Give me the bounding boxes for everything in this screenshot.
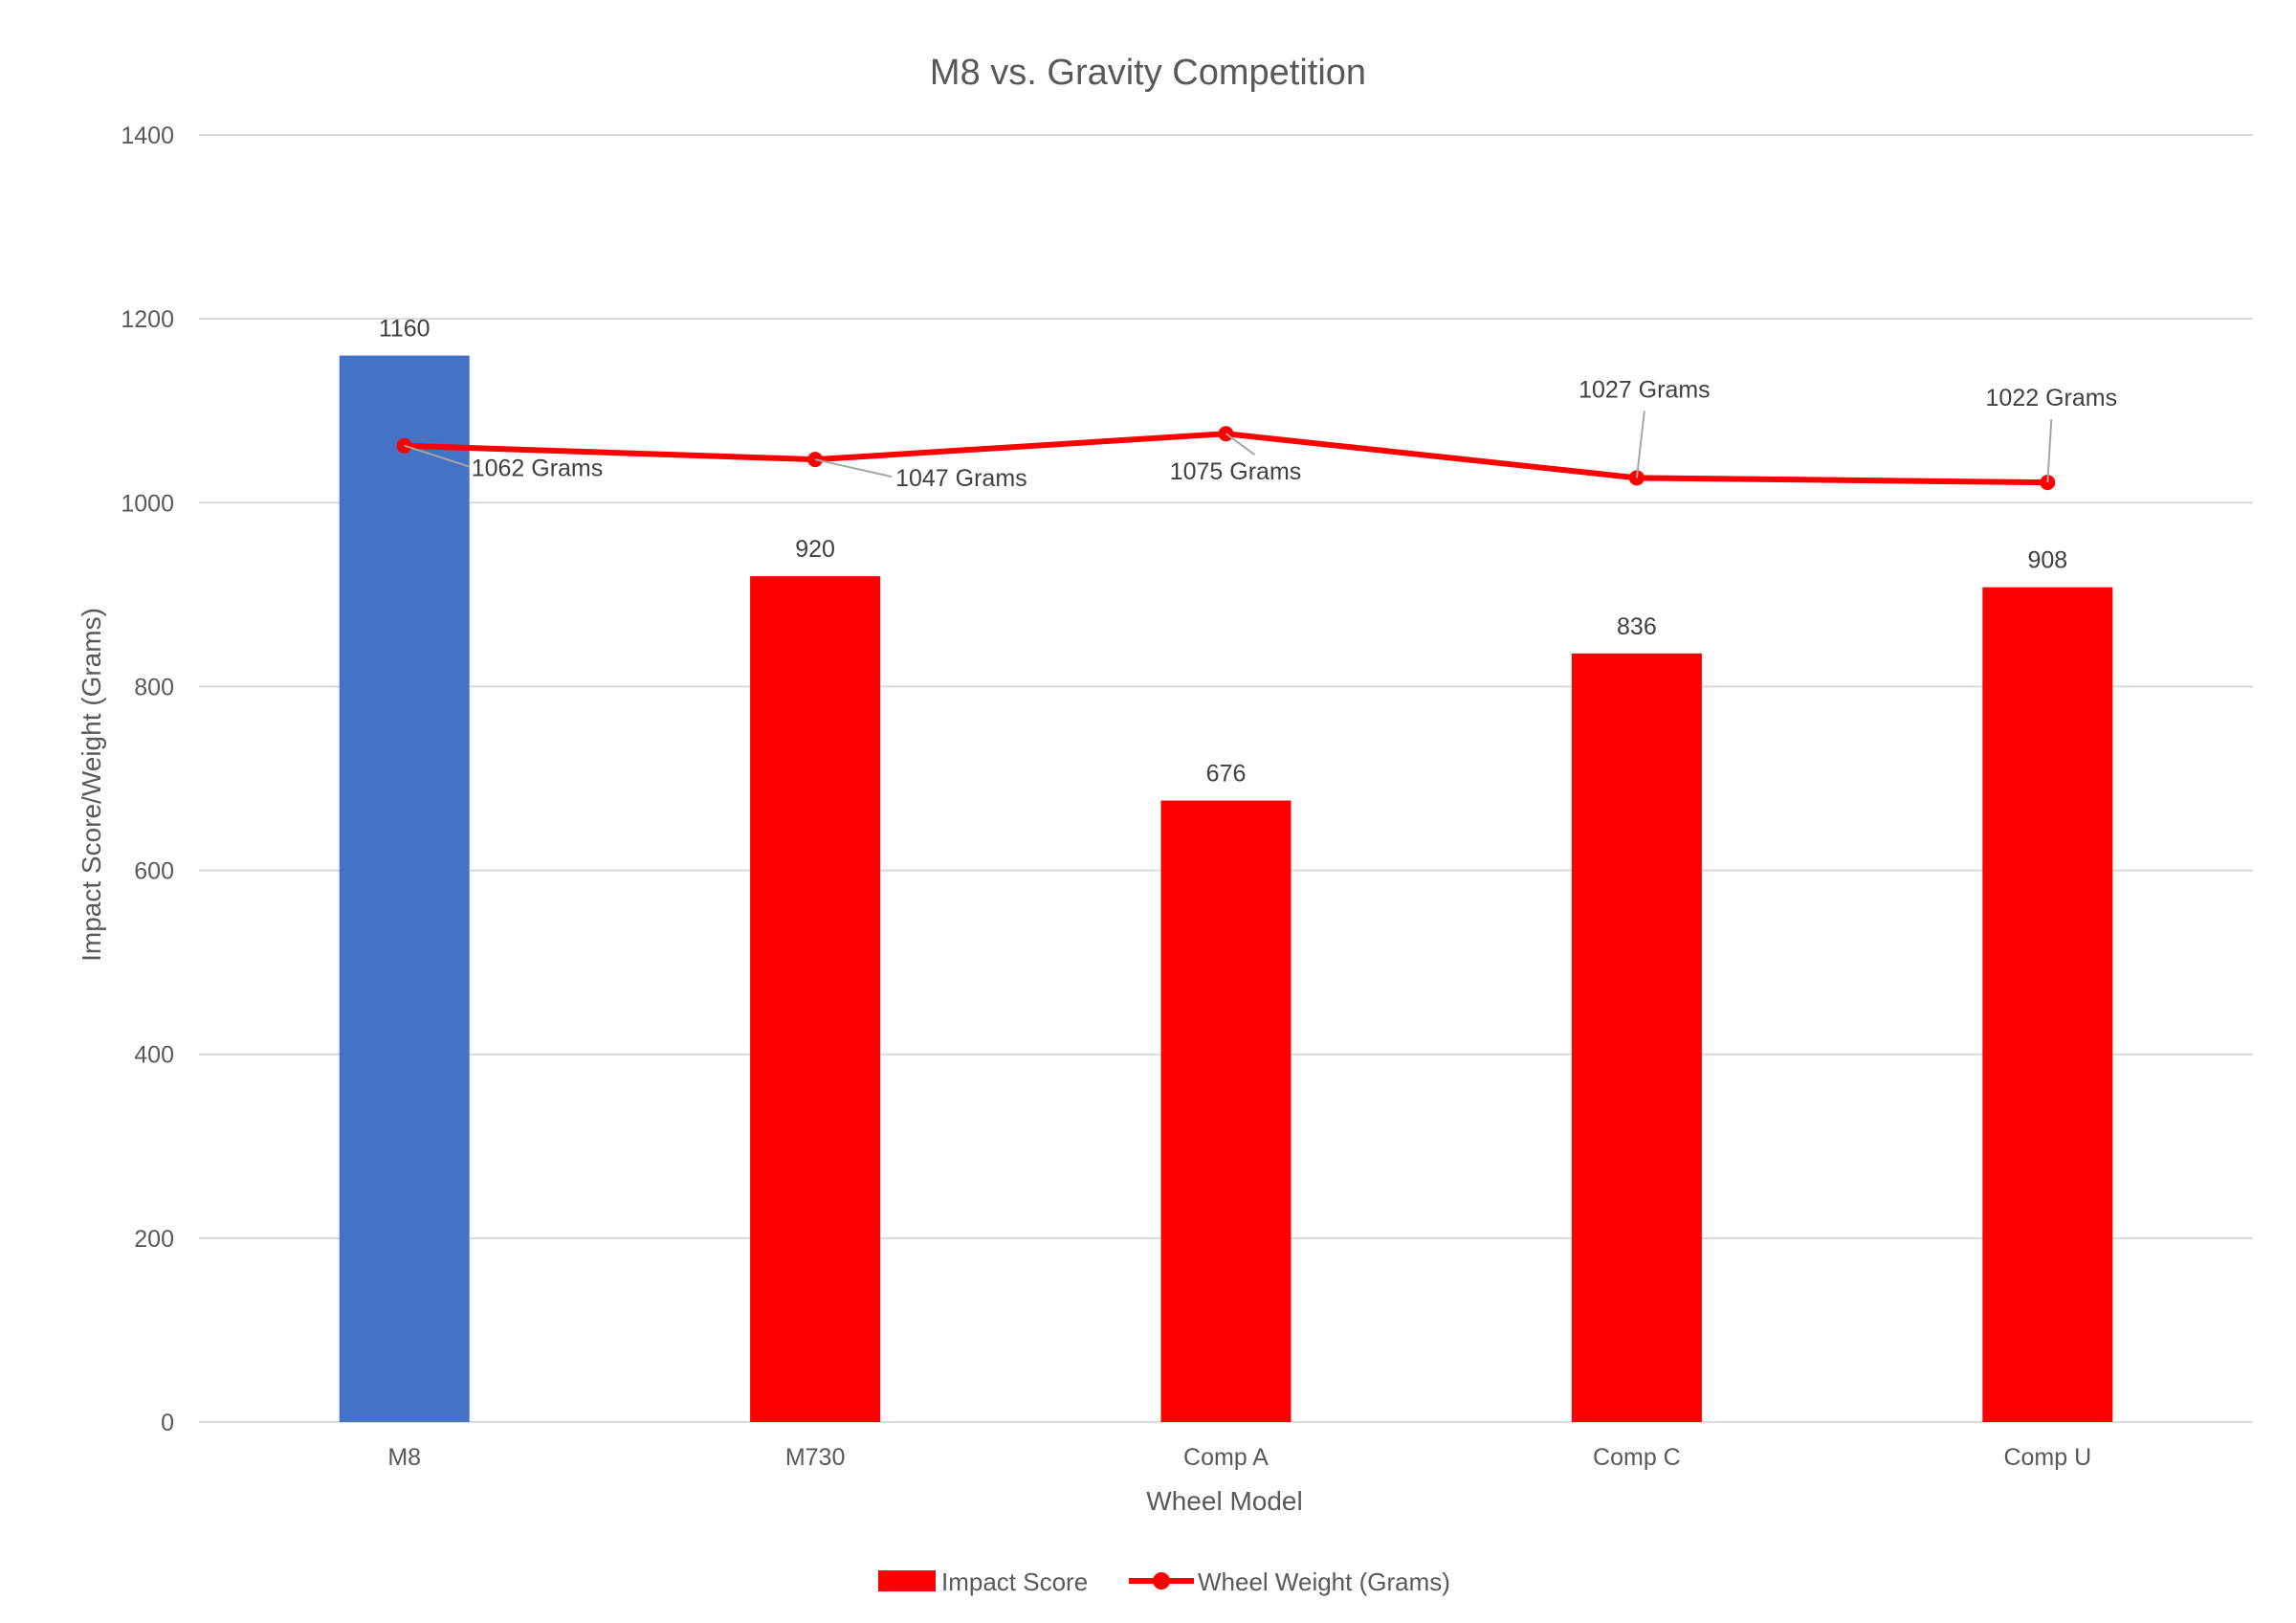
y-tick-label: 1400 (121, 122, 174, 149)
bar-data-label: 836 (1617, 613, 1657, 640)
line-data-label: 1047 Grams (895, 465, 1027, 492)
line-label-leader (1225, 433, 1256, 456)
bar-impact-score (339, 355, 470, 1423)
line-data-label: 1027 Grams (1578, 376, 1711, 403)
y-tick-label: 600 (134, 858, 174, 885)
line-data-label: 1062 Grams (472, 456, 604, 482)
x-tick-label: Comp C (1593, 1444, 1681, 1471)
bar-impact-score (1571, 653, 1702, 1422)
x-tick-label: Comp U (2003, 1444, 2091, 1471)
legend-swatch-wheel-weight-marker (1153, 1572, 1170, 1590)
chart-title: M8 vs. Gravity Competition (930, 53, 1366, 93)
bar-impact-score (1982, 587, 2113, 1422)
legend: Impact Score Wheel Weight (Grams) (878, 1567, 1450, 1596)
bar-data-label: 920 (795, 536, 835, 563)
bar-data-label: 1160 (379, 316, 430, 343)
line-label-leader (814, 458, 893, 478)
bar-impact-score (750, 576, 881, 1422)
x-tick-label: M730 (785, 1444, 846, 1471)
y-tick-label: 1200 (121, 306, 174, 333)
y-tick-label: 800 (134, 674, 174, 700)
y-tick-label: 1000 (121, 490, 174, 517)
line-label-leader (404, 444, 471, 468)
line-label-leader (1635, 411, 1645, 478)
line-data-label: 1075 Grams (1170, 458, 1302, 485)
x-tick-label: Comp A (1183, 1444, 1269, 1471)
x-axis-title: Wheel Model (1146, 1486, 1302, 1516)
y-tick-label: 0 (161, 1410, 174, 1436)
bar-impact-score (1160, 800, 1292, 1422)
line-label-leader (2046, 419, 2053, 483)
impact-score-bars (339, 355, 2113, 1423)
x-tick-label: M8 (387, 1444, 421, 1471)
y-tick-label: 400 (134, 1042, 174, 1069)
bar-data-label: 908 (2027, 547, 2067, 574)
legend-label-wheel-weight: Wheel Weight (Grams) (1198, 1567, 1450, 1596)
y-tick-label: 200 (134, 1226, 174, 1253)
y-axis-ticks: 0 200 400 600 800 1000 1200 1400 (121, 122, 174, 1436)
bar-data-label: 676 (1206, 761, 1247, 788)
line-data-label: 1022 Grams (1986, 385, 2118, 411)
y-axis-title: Impact Score/Weight (Grams) (77, 608, 106, 962)
legend-swatch-impact-score (878, 1570, 936, 1591)
data-labels: 1160 920 676 836 908 1062 Grams 1047 Grams 1075… (379, 316, 2117, 788)
x-axis-ticks: M8 M730 Comp A Comp C Comp U (387, 1444, 2091, 1471)
line-point-wheel-weight (2040, 475, 2056, 491)
legend-label-impact-score: Impact Score (941, 1567, 1088, 1596)
